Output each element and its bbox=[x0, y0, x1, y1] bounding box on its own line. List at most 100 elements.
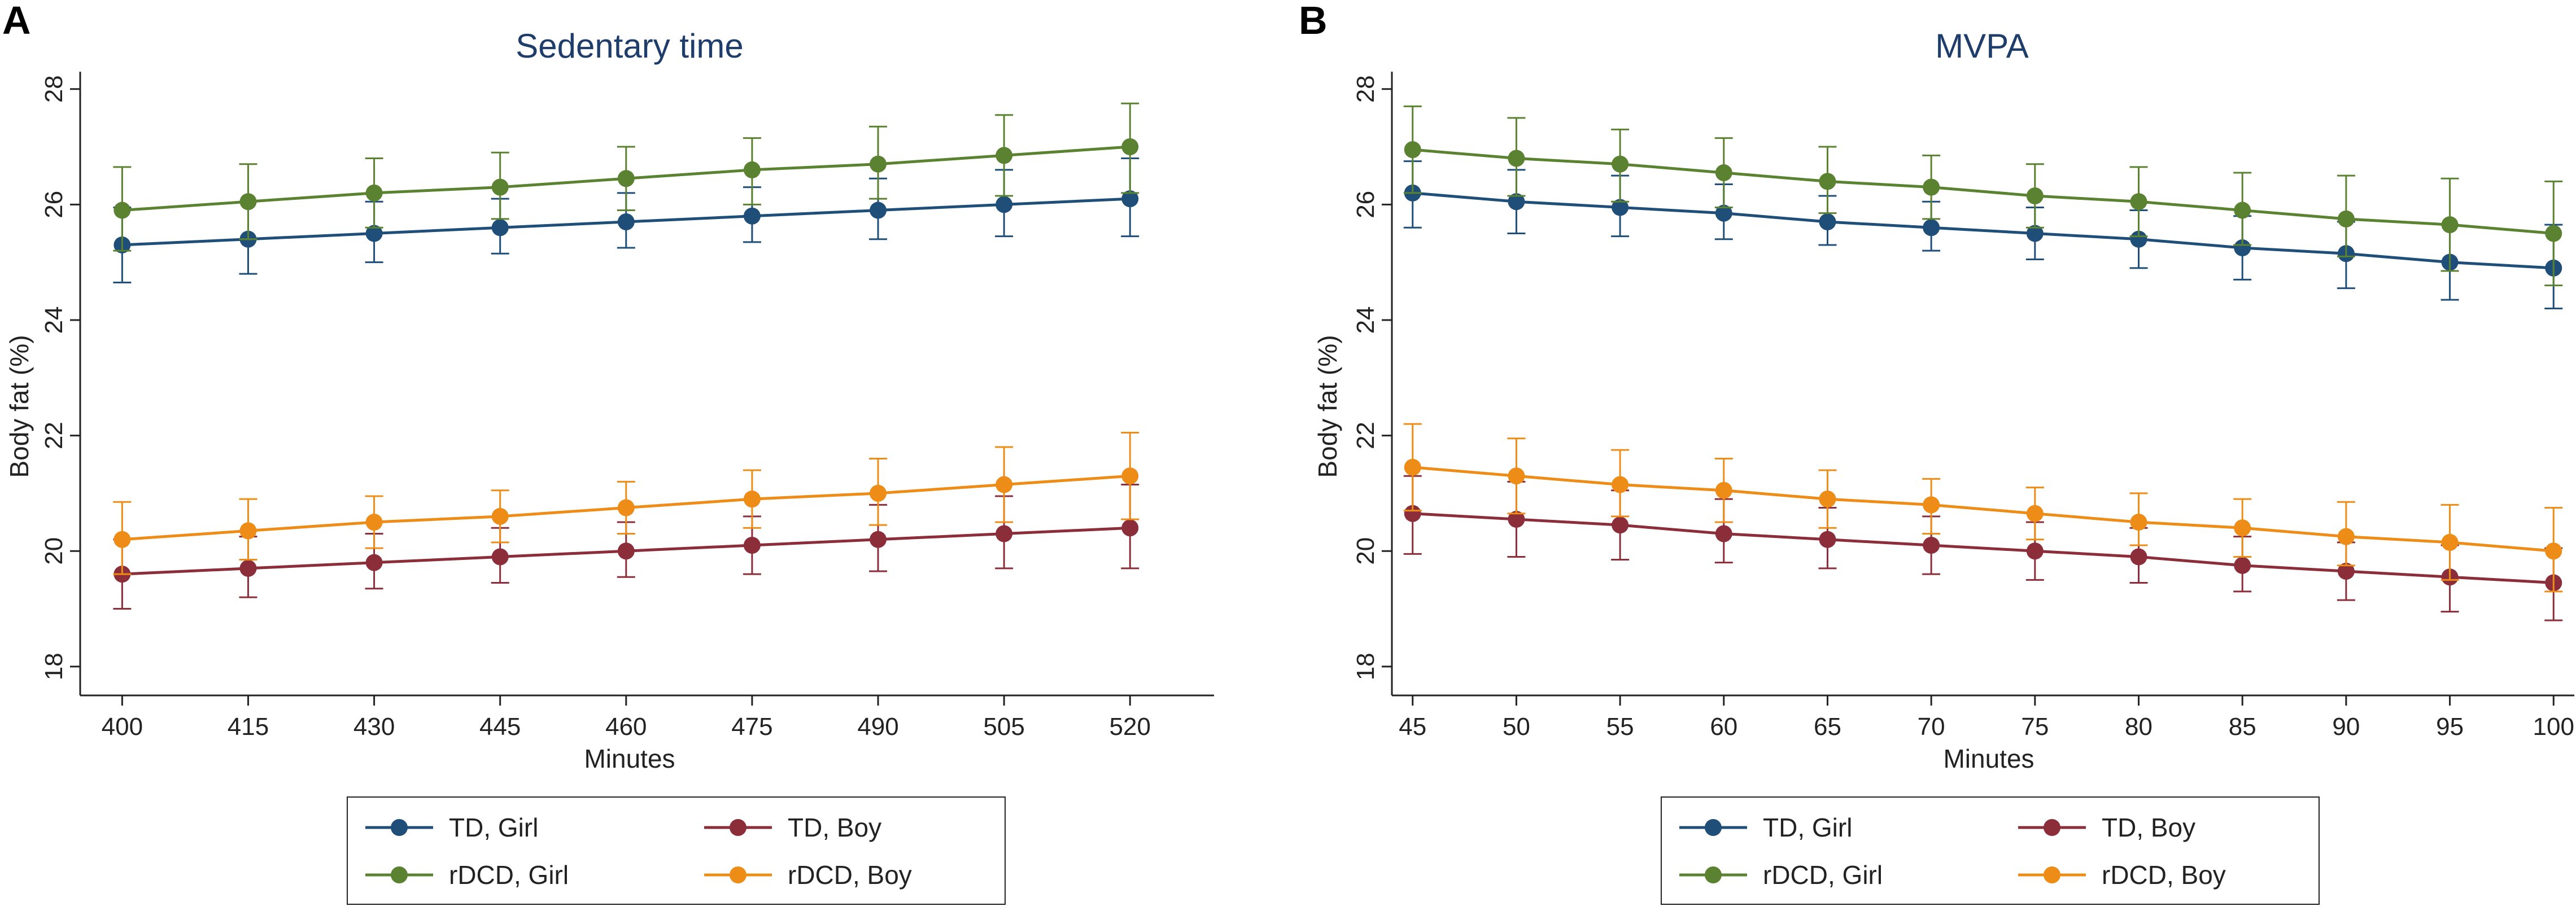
series-td_boy bbox=[1403, 475, 2563, 621]
x-tick-label: 460 bbox=[605, 713, 647, 741]
panel-a-plot: 18 20 22 24 26 28 400 415 430 445 460 475 490 505 520 bbox=[40, 72, 1214, 741]
data-point bbox=[996, 196, 1013, 213]
y-tick-label: 22 bbox=[40, 422, 68, 449]
data-point bbox=[1121, 467, 1139, 485]
x-tick-label: 520 bbox=[1110, 713, 1151, 741]
data-point bbox=[2337, 528, 2355, 545]
data-point bbox=[743, 536, 761, 554]
series-rdcd_boy bbox=[1403, 423, 2563, 593]
legend-label: rDCD, Girl bbox=[1763, 860, 1883, 890]
legend-label: rDCD, Boy bbox=[2102, 860, 2226, 890]
legend-marker bbox=[391, 866, 408, 883]
legend-item-rdcd_boy: rDCD, Boy bbox=[704, 860, 912, 890]
data-point bbox=[870, 202, 887, 219]
data-point bbox=[1923, 219, 1940, 237]
series-rdcd_girl bbox=[113, 102, 1139, 252]
panel-a: A Sedentary time Body fat (%) Minutes 18… bbox=[2, 0, 1214, 905]
legend-item-td_boy: TD, Boy bbox=[704, 813, 881, 842]
legend-item-td_girl: TD, Girl bbox=[1679, 813, 1852, 842]
data-point bbox=[1612, 199, 1629, 216]
data-point bbox=[2234, 519, 2251, 537]
data-point bbox=[996, 476, 1013, 493]
x-tick-label: 60 bbox=[1710, 713, 1737, 741]
data-point bbox=[1819, 213, 1836, 231]
data-point bbox=[1715, 164, 1732, 182]
data-point bbox=[113, 202, 131, 219]
y-tick-label: 20 bbox=[1352, 537, 1379, 565]
data-point bbox=[2234, 557, 2251, 574]
y-tick-label: 28 bbox=[40, 75, 68, 103]
series-rdcd_girl bbox=[1403, 105, 2563, 287]
series-line bbox=[1412, 191, 2554, 270]
data-point bbox=[2130, 230, 2147, 248]
legend-item-rdcd_boy: rDCD, Boy bbox=[2018, 860, 2226, 890]
y-tick-label: 18 bbox=[1352, 653, 1379, 680]
data-point bbox=[1715, 204, 1732, 222]
legend-marker bbox=[730, 866, 746, 883]
legend-marker bbox=[1705, 819, 1722, 836]
legend-label: rDCD, Boy bbox=[788, 860, 912, 890]
panel-a-xlabel: Minutes bbox=[584, 744, 675, 773]
data-point bbox=[2545, 542, 2562, 560]
data-point bbox=[1404, 505, 1421, 522]
data-point bbox=[491, 178, 509, 196]
legend-marker bbox=[391, 819, 408, 836]
series-line bbox=[1412, 466, 2554, 553]
x-tick-label: 75 bbox=[2021, 713, 2049, 741]
legend-item-td_boy: TD, Boy bbox=[2018, 813, 2195, 842]
legend-marker bbox=[730, 819, 746, 836]
x-tick-label: 90 bbox=[2332, 713, 2360, 741]
panel-b-label: B bbox=[1299, 0, 1328, 42]
data-point bbox=[1508, 467, 1525, 485]
panel-b-plot: 18 20 22 24 26 28 45 50 55 60 65 70 75 80 85 90 95 100 bbox=[1352, 72, 2574, 741]
data-point bbox=[2441, 533, 2459, 551]
data-point bbox=[2441, 216, 2459, 234]
panel-b-ylabel: Body fat (%) bbox=[1313, 335, 1342, 478]
data-point bbox=[1508, 150, 1525, 167]
data-point bbox=[365, 225, 383, 242]
data-point bbox=[365, 184, 383, 202]
x-tick-label: 45 bbox=[1399, 713, 1426, 741]
data-point bbox=[617, 542, 635, 560]
x-tick-label: 70 bbox=[1918, 713, 1945, 741]
legend-box bbox=[1661, 796, 2320, 905]
data-point bbox=[1404, 141, 1421, 159]
data-point bbox=[2545, 225, 2562, 242]
data-point bbox=[996, 147, 1013, 164]
series-line bbox=[1412, 512, 2554, 584]
x-tick-label: 475 bbox=[731, 713, 772, 741]
x-tick-label: 430 bbox=[353, 713, 395, 741]
x-tick-label: 415 bbox=[228, 713, 269, 741]
data-point bbox=[617, 213, 635, 231]
x-tick-label: 95 bbox=[2436, 713, 2464, 741]
x-tick-label: 65 bbox=[1814, 713, 1841, 741]
legend-marker bbox=[2044, 819, 2060, 836]
panel-a-title: Sedentary time bbox=[516, 27, 744, 65]
data-point bbox=[2026, 505, 2044, 522]
data-point bbox=[491, 548, 509, 566]
panel-b: B MVPA Body fat (%) Minutes 18 20 22 24 26 28… bbox=[1299, 0, 2574, 905]
data-point bbox=[2130, 514, 2147, 531]
data-point bbox=[870, 531, 887, 548]
x-tick-label: 80 bbox=[2125, 713, 2153, 741]
data-point bbox=[1121, 138, 1139, 156]
data-point bbox=[1819, 491, 1836, 508]
data-point bbox=[617, 499, 635, 516]
data-point bbox=[239, 559, 257, 577]
x-tick-label: 55 bbox=[1606, 713, 1634, 741]
data-point bbox=[1819, 173, 1836, 190]
panel-a-ylabel: Body fat (%) bbox=[5, 335, 34, 478]
legend-marker bbox=[1705, 866, 1722, 883]
data-point bbox=[113, 531, 131, 548]
data-point bbox=[1121, 190, 1139, 208]
data-point bbox=[1612, 155, 1629, 173]
data-point bbox=[1121, 519, 1139, 537]
data-point bbox=[2026, 187, 2044, 204]
data-point bbox=[1923, 536, 1940, 554]
series-rdcd_boy bbox=[113, 431, 1139, 575]
data-point bbox=[1715, 525, 1732, 542]
panel-a-label: A bbox=[2, 0, 31, 42]
panel-a-legend: TD, Girl TD, Boy rDCD, Girl rDCD, Boy bbox=[347, 796, 1006, 905]
legend-item-rdcd_girl: rDCD, Girl bbox=[365, 860, 569, 890]
